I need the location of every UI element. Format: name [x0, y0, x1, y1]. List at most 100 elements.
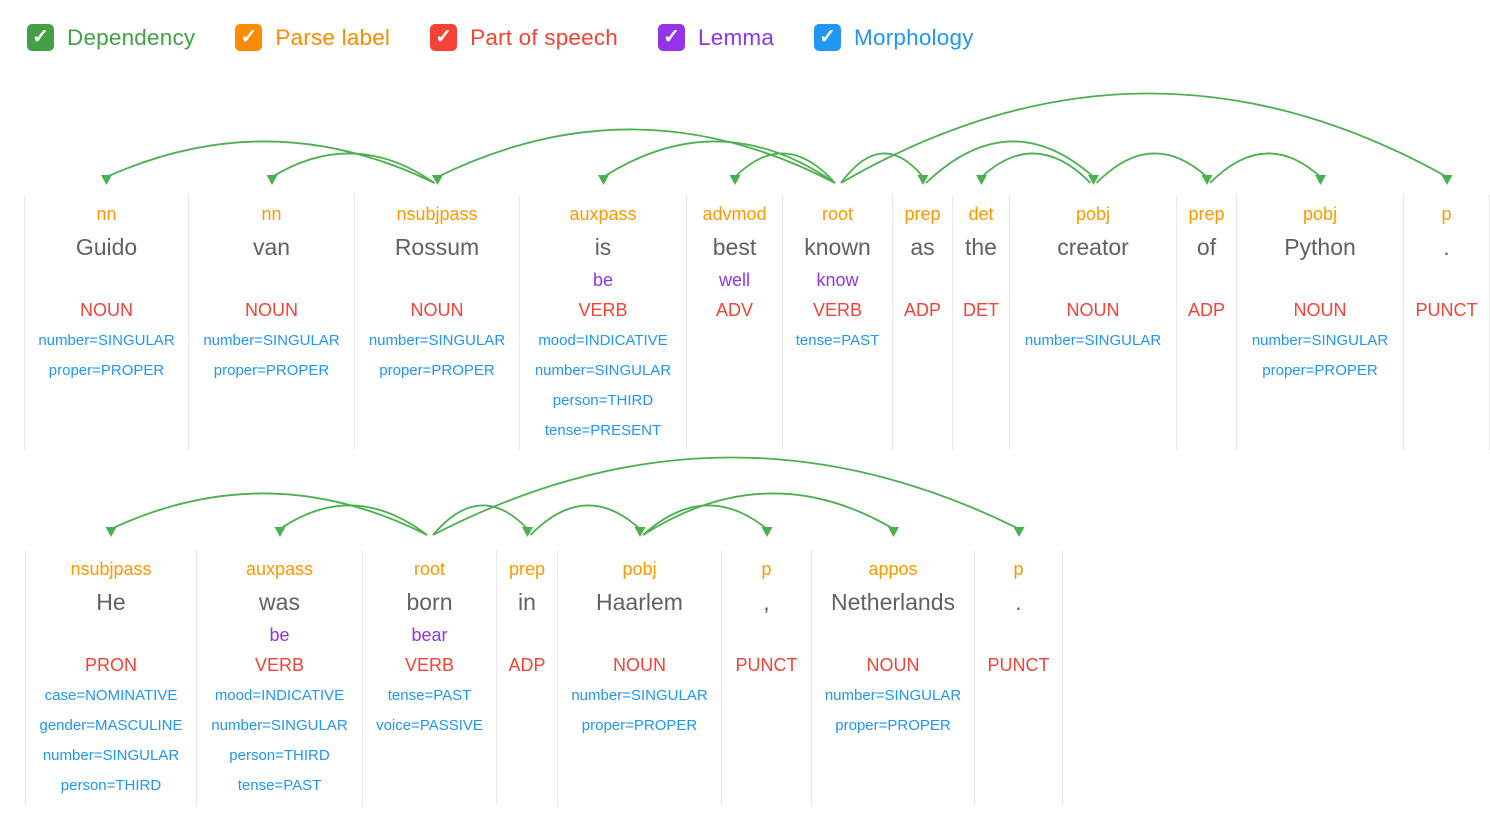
lemma-checkbox[interactable]: ✓	[658, 24, 686, 51]
morphology-feature: case=NOMINATIVE	[44, 687, 178, 704]
token-word: best	[712, 234, 757, 260]
parse-label: nn	[261, 204, 282, 224]
lemma-label[interactable]: Lemma	[698, 24, 775, 50]
dependency-arc	[642, 492, 894, 536]
dependency-checkbox[interactable]: ✓	[27, 24, 54, 51]
dependency-arc	[840, 92, 1448, 184]
morphology-checkbox[interactable]: ✓	[814, 24, 842, 51]
token-pos: PUNCT	[1415, 300, 1478, 320]
dependency-arcs-sentence-1	[101, 92, 1453, 185]
dependency-arc	[529, 504, 641, 536]
morphology-feature: person=THIRD	[60, 777, 162, 794]
morphology-label[interactable]: Morphology	[854, 24, 974, 50]
legend-item-lemma[interactable]: ✓ Lemma	[658, 24, 774, 51]
token-word: creator	[1057, 234, 1129, 260]
parse-label-checkbox[interactable]: ✓	[235, 24, 263, 51]
arrowhead-icon	[105, 527, 117, 537]
token-pos: PUNCT	[735, 655, 798, 675]
legend-item-parse-label[interactable]: ✓ Parse label	[235, 24, 390, 51]
token-lemma	[1404, 266, 1489, 296]
token-word: He	[96, 589, 126, 615]
dependency-arc	[110, 492, 428, 536]
parse-label: advmod	[702, 204, 767, 224]
arrowhead-icon	[1315, 175, 1326, 185]
morphology-feature: number=SINGULAR	[42, 747, 180, 764]
morphology-feature: proper=PROPER	[835, 717, 951, 734]
token-column-He: nsubjpass He PRON case=NOMINATIVE gender=MAS…	[25, 550, 197, 805]
token-column-best: advmod best well ADV	[687, 195, 783, 450]
dependency-arcs-sentence-2	[105, 456, 1025, 537]
token-word: born	[406, 589, 453, 615]
token-column-: p. PUNCT	[975, 550, 1063, 805]
dependency-arc	[106, 140, 435, 184]
token-column-in: prep in ADP	[497, 550, 558, 805]
token-column-the: det the DET	[953, 195, 1010, 450]
parse-label: prep	[508, 559, 546, 579]
morphology-feature: number=SINGULAR	[203, 332, 340, 349]
parse-label: nsubjpass	[396, 204, 478, 224]
dependency-arc	[1095, 152, 1208, 184]
arrowhead-icon	[729, 175, 741, 185]
token-column-is: auxpass is be VERB mood=INDICATIVE number=SIN…	[520, 195, 687, 450]
arrowhead-icon	[761, 527, 773, 537]
token-column-Guido: nn Guido NOUN number=SINGULAR proper=PROPER	[24, 195, 189, 450]
part-of-speech-label[interactable]: Part of speech	[470, 24, 619, 50]
dependency-label[interactable]: Dependency	[67, 24, 196, 50]
token-word: Python	[1284, 234, 1356, 260]
token-pos: VERB	[404, 655, 455, 675]
token-word: van	[252, 234, 291, 260]
parse-label: nsubjpass	[70, 559, 152, 579]
dependency-arc	[271, 152, 436, 184]
morphology-feature: number=SINGULAR	[211, 717, 348, 734]
parse-label: p	[1013, 559, 1024, 579]
legend-item-dependency[interactable]: ✓ Dependency	[27, 24, 195, 51]
token-lemma: be	[269, 625, 290, 645]
morphology-feature: proper=PROPER	[379, 362, 495, 379]
parse-label: pobj	[1302, 204, 1338, 224]
token-word: in	[518, 589, 536, 615]
dependency-arc	[734, 152, 836, 184]
legend-item-morphology[interactable]: ✓ Morphology	[814, 24, 974, 51]
token-pos: PRON	[84, 655, 137, 675]
part-of-speech-checkbox[interactable]: ✓	[430, 24, 458, 51]
token-pos: VERB	[812, 300, 863, 320]
token-word: .	[1015, 589, 1022, 615]
parse-label-label[interactable]: Parse label	[275, 24, 391, 50]
token-lemma: well	[718, 270, 750, 290]
checkmark-icon: ✓	[32, 25, 49, 48]
token-column-: p, PUNCT	[722, 550, 812, 805]
morphology-feature: person=THIRD	[552, 392, 654, 409]
token-pos: NOUN	[1293, 300, 1347, 320]
token-word: Haarlem	[596, 589, 683, 615]
morphology-feature: proper=PROPER	[581, 717, 698, 734]
token-lemma	[812, 621, 974, 651]
arrowhead-icon	[274, 527, 286, 537]
arrowhead-icon	[598, 175, 609, 185]
morphology-feature: mood=INDICATIVE	[214, 687, 345, 704]
morphology-feature: tense=PAST	[387, 687, 472, 704]
token-column-was: auxpass was be VERB mood=INDICATIVE number=SI…	[197, 550, 363, 805]
token-pos: ADV	[715, 300, 753, 320]
token-pos: PUNCT	[987, 655, 1050, 675]
dependency-arc	[603, 140, 836, 184]
morphology-feature: mood=INDICATIVE	[538, 332, 668, 349]
morphology-feature: proper=PROPER	[1262, 362, 1378, 379]
arrowhead-icon	[522, 527, 533, 537]
token-column-Rossum: nsubjpass Rossum NOUN number=SINGULAR proper…	[355, 195, 520, 450]
parse-label: auxpass	[245, 559, 314, 579]
token-lemma	[1177, 266, 1236, 296]
parse-label: pobj	[622, 559, 657, 579]
token-word: is	[594, 234, 612, 260]
token-column-born: root born bear VERB tense=PAST voice=PASSIVE	[363, 550, 497, 805]
token-column-Netherlands: appos Netherlands NOUN number=SINGULAR prope…	[812, 550, 975, 805]
checkmark-icon: ✓	[663, 25, 680, 48]
dependency-arc	[279, 504, 428, 536]
token-lemma	[1237, 266, 1403, 296]
display-options-legend: ✓ Dependency ✓ Parse label ✓ Part of speech ✓ L…	[27, 24, 974, 51]
morphology-feature: tense=PRESENT	[544, 422, 662, 439]
token-column-as: prep as ADP	[893, 195, 953, 450]
token-column-Python: pobj Python NOUN number=SINGULAR proper=PROP…	[1237, 195, 1404, 450]
checkmark-icon: ✓	[435, 25, 452, 48]
token-word: .	[1443, 234, 1450, 260]
legend-item-part-of-speech[interactable]: ✓ Part of speech	[430, 24, 618, 51]
